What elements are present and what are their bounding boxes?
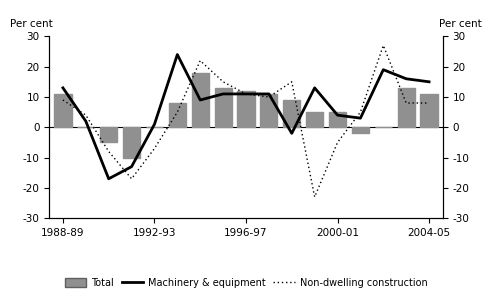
Bar xyxy=(260,94,277,127)
Bar xyxy=(192,73,209,127)
Bar xyxy=(329,112,346,127)
Text: Per cent: Per cent xyxy=(439,19,482,29)
Bar xyxy=(100,127,117,142)
Text: Per cent: Per cent xyxy=(10,19,53,29)
Bar xyxy=(352,127,369,133)
Legend: Total, Machinery & equipment, Non-dwelling construction: Total, Machinery & equipment, Non-dwelli… xyxy=(65,278,427,288)
Bar xyxy=(123,127,140,158)
Bar xyxy=(215,88,232,127)
Bar xyxy=(238,91,254,127)
Bar xyxy=(398,88,415,127)
Bar xyxy=(54,94,71,127)
Bar xyxy=(306,112,323,127)
Bar xyxy=(169,103,186,127)
Bar xyxy=(421,94,438,127)
Bar xyxy=(283,100,300,127)
